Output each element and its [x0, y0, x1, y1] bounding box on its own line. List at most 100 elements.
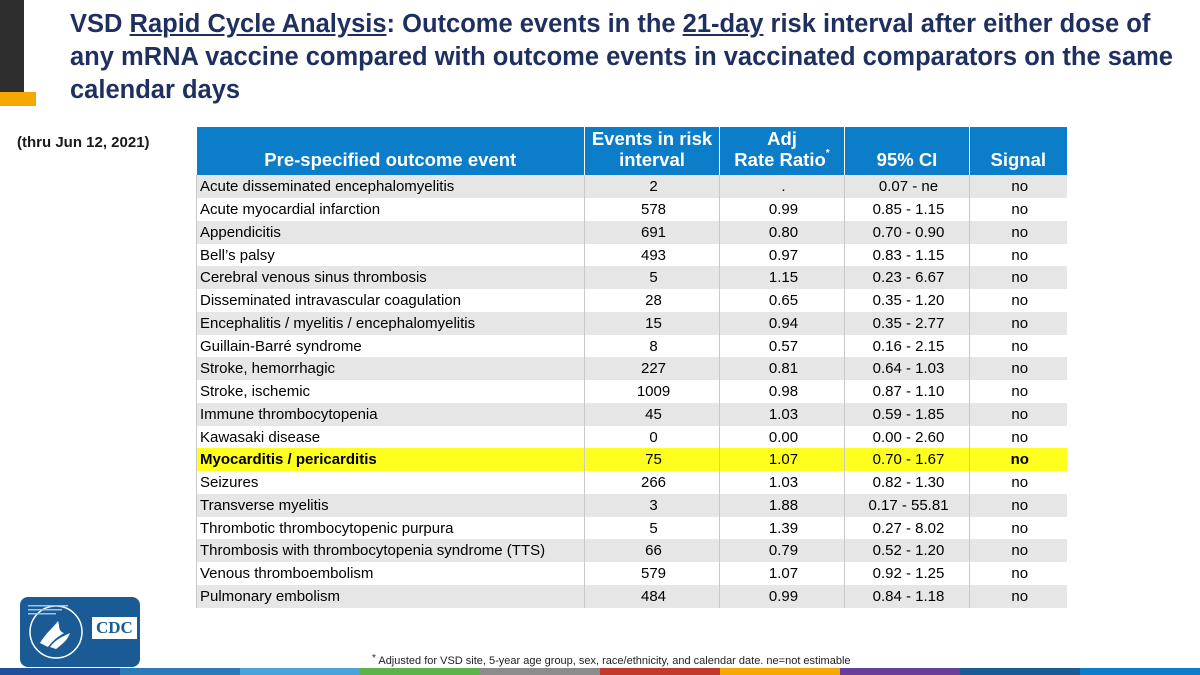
cell-signal: no — [969, 380, 1067, 403]
cell-rate-ratio: 1.03 — [719, 471, 845, 494]
table-row: Bell’s palsy 493 0.97 0.83 - 1.15 no — [196, 243, 1067, 267]
cell-signal: no — [969, 198, 1067, 221]
cell-confidence-interval: 0.00 - 2.60 — [844, 425, 970, 449]
cell-outcome-event: Stroke, ischemic — [196, 380, 585, 403]
cell-rate-ratio: 0.57 — [719, 334, 845, 358]
title-underlined-rca: Rapid Cycle Analysis — [129, 10, 387, 38]
cell-rate-ratio: 0.80 — [719, 220, 845, 244]
cell-rate-ratio: 1.07 — [719, 448, 845, 472]
cell-signal: no — [969, 539, 1067, 563]
cell-confidence-interval: 0.17 - 55.81 — [844, 493, 970, 517]
cell-confidence-interval: 0.64 - 1.03 — [844, 357, 970, 381]
header-rate-ratio: Adj Rate Ratio* — [719, 127, 845, 176]
cdc-logo: CDC — [20, 597, 140, 667]
cell-outcome-event: Venous thromboembolism — [196, 562, 585, 585]
cell-event-count: 579 — [584, 562, 720, 585]
cell-rate-ratio: 0.98 — [719, 380, 845, 403]
cell-rate-ratio: 1.15 — [719, 266, 845, 290]
table-row: Pulmonary embolism 484 0.99 0.84 - 1.18 no — [196, 584, 1067, 608]
cell-signal: no — [969, 220, 1067, 244]
cell-signal: no — [969, 311, 1067, 335]
cell-signal: no — [969, 357, 1067, 381]
cell-confidence-interval: 0.07 - ne — [844, 175, 970, 199]
cell-rate-ratio: 1.88 — [719, 493, 845, 517]
table-row: Appendicitis 691 0.80 0.70 - 0.90 no — [196, 220, 1067, 244]
cell-event-count: 227 — [584, 357, 720, 381]
header-signal: Signal — [969, 127, 1067, 176]
cell-outcome-event: Transverse myelitis — [196, 493, 585, 517]
cell-confidence-interval: 0.27 - 8.02 — [844, 516, 970, 540]
cell-rate-ratio: 1.07 — [719, 562, 845, 585]
cell-signal: no — [969, 266, 1067, 290]
cell-outcome-event: Cerebral venous sinus thrombosis — [196, 266, 585, 290]
cell-signal: no — [969, 493, 1067, 517]
cell-confidence-interval: 0.23 - 6.67 — [844, 266, 970, 290]
cell-outcome-event: Seizures — [196, 471, 585, 494]
cell-signal: no — [969, 334, 1067, 358]
cell-rate-ratio: 1.39 — [719, 516, 845, 540]
cell-event-count: 8 — [584, 334, 720, 358]
cell-rate-ratio: 0.94 — [719, 311, 845, 335]
cell-outcome-event: Kawasaki disease — [196, 425, 585, 449]
footnote: * Adjusted for VSD site, 5-year age grou… — [372, 653, 851, 667]
cell-event-count: 2 — [584, 175, 720, 199]
cell-outcome-event: Myocarditis / pericarditis — [196, 448, 585, 472]
cell-confidence-interval: 0.92 - 1.25 — [844, 562, 970, 585]
table-row: Kawasaki disease 0 0.00 0.00 - 2.60 no — [196, 425, 1067, 449]
cell-event-count: 15 — [584, 311, 720, 335]
cell-rate-ratio: 1.03 — [719, 402, 845, 426]
cell-event-count: 493 — [584, 243, 720, 267]
cdc-logo-text: CDC — [92, 617, 137, 639]
cell-rate-ratio: 0.97 — [719, 243, 845, 267]
cell-signal: no — [969, 402, 1067, 426]
cell-signal: no — [969, 516, 1067, 540]
cell-signal: no — [969, 425, 1067, 449]
cell-outcome-event: Thrombotic thrombocytopenic purpura — [196, 516, 585, 540]
cell-signal: no — [969, 471, 1067, 494]
cell-outcome-event: Guillain-Barré syndrome — [196, 334, 585, 358]
table-row: Seizures 266 1.03 0.82 - 1.30 no — [196, 471, 1067, 494]
header-outcome: Pre-specified outcome event — [196, 127, 585, 176]
table-row: Acute myocardial infarction 578 0.99 0.85 -… — [196, 198, 1067, 221]
bottom-color-strip — [0, 668, 1200, 675]
cell-event-count: 45 — [584, 402, 720, 426]
cell-event-count: 75 — [584, 448, 720, 472]
cell-outcome-event: Appendicitis — [196, 220, 585, 244]
cell-event-count: 266 — [584, 471, 720, 494]
cell-rate-ratio: 0.65 — [719, 289, 845, 312]
cell-rate-ratio: 0.99 — [719, 584, 845, 608]
logo-subtext-lines — [28, 605, 68, 615]
left-accent-bar — [0, 92, 36, 106]
cell-outcome-event: Immune thrombocytopenia — [196, 402, 585, 426]
title-underlined-21day: 21-day — [682, 10, 764, 38]
cell-confidence-interval: 0.16 - 2.15 — [844, 334, 970, 358]
cell-rate-ratio: 0.79 — [719, 539, 845, 563]
cell-rate-ratio: . — [719, 175, 845, 199]
cell-signal: no — [969, 584, 1067, 608]
cell-confidence-interval: 0.59 - 1.85 — [844, 402, 970, 426]
cell-signal: no — [969, 289, 1067, 312]
table-row: Stroke, hemorrhagic 227 0.81 0.64 - 1.03 no — [196, 357, 1067, 381]
cell-outcome-event: Pulmonary embolism — [196, 584, 585, 608]
table-row: Venous thromboembolism 579 1.07 0.92 - 1.25… — [196, 562, 1067, 585]
cell-event-count: 578 — [584, 198, 720, 221]
cell-signal: no — [969, 448, 1067, 472]
table-row: Thrombosis with thrombocytopenia syndrom… — [196, 539, 1067, 563]
cell-confidence-interval: 0.35 - 2.77 — [844, 311, 970, 335]
table-row-highlighted: Myocarditis / pericarditis 75 1.07 0.70 - 1… — [196, 448, 1067, 472]
cell-confidence-interval: 0.82 - 1.30 — [844, 471, 970, 494]
table-row: Cerebral venous sinus thrombosis 5 1.15 0.2… — [196, 266, 1067, 290]
cell-event-count: 28 — [584, 289, 720, 312]
table-header-row: Pre-specified outcome event Events in ri… — [196, 127, 1067, 176]
cell-rate-ratio: 0.81 — [719, 357, 845, 381]
cell-event-count: 3 — [584, 493, 720, 517]
cell-confidence-interval: 0.87 - 1.10 — [844, 380, 970, 403]
cell-confidence-interval: 0.83 - 1.15 — [844, 243, 970, 267]
outcome-table: Pre-specified outcome event Events in ri… — [196, 127, 1067, 608]
cell-outcome-event: Thrombosis with thrombocytopenia syndrom… — [196, 539, 585, 563]
table-row: Disseminated intravascular coagulation 28… — [196, 289, 1067, 312]
cell-rate-ratio: 0.99 — [719, 198, 845, 221]
cell-confidence-interval: 0.70 - 1.67 — [844, 448, 970, 472]
cell-signal: no — [969, 562, 1067, 585]
table-row: Thrombotic thrombocytopenic purpura 5 1.39… — [196, 516, 1067, 540]
